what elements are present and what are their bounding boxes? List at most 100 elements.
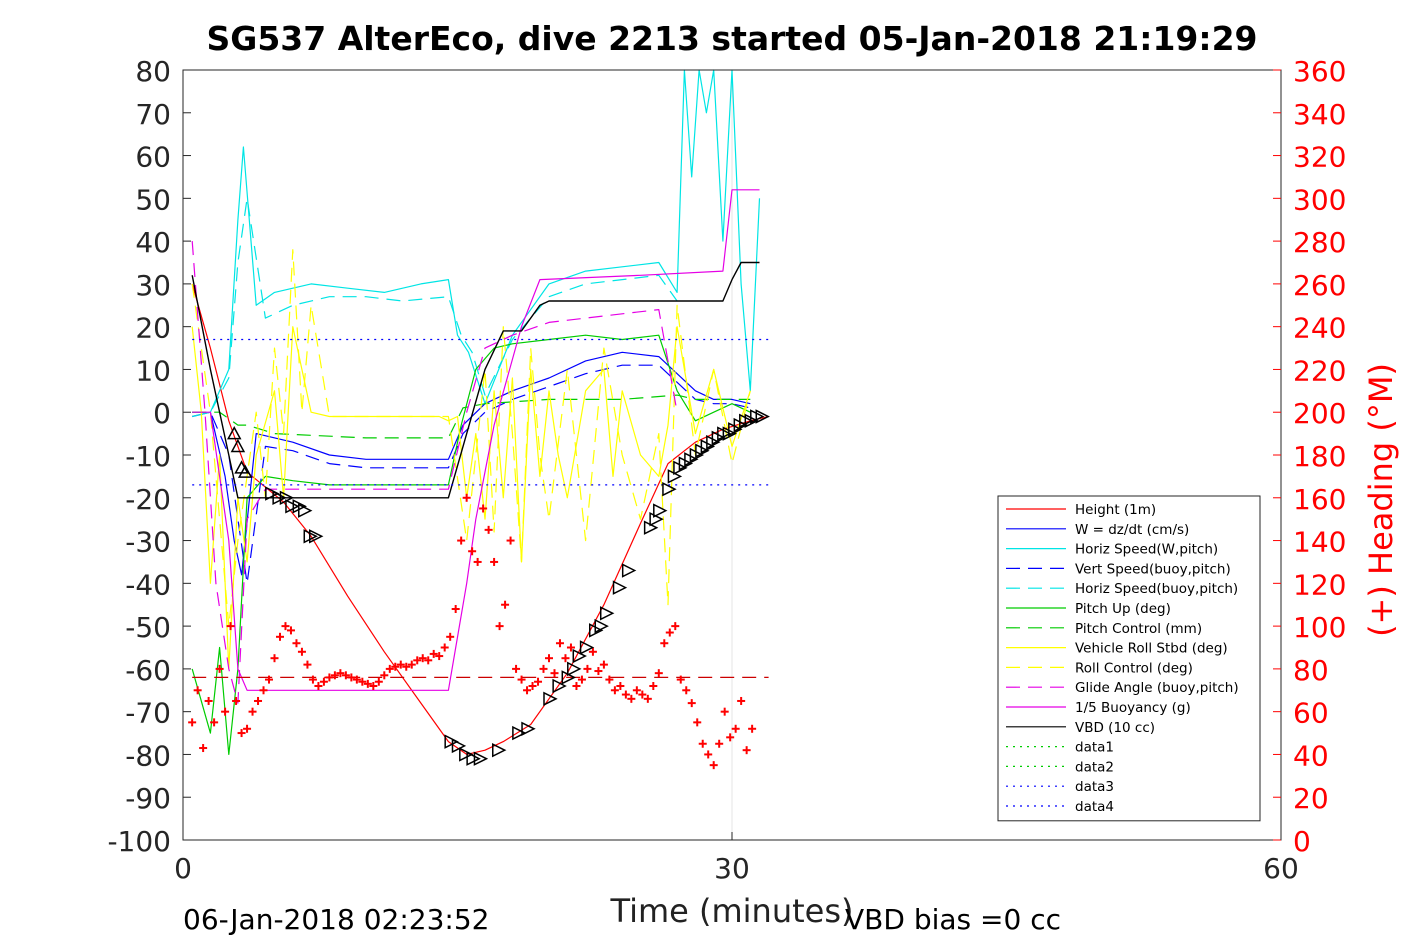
heading-point xyxy=(704,750,713,759)
heading-point xyxy=(210,718,219,727)
heading-point xyxy=(226,622,235,631)
legend-entry: data1 xyxy=(1075,740,1114,756)
triangle-right-marker xyxy=(579,640,595,655)
y-tick-label: 0 xyxy=(153,397,171,430)
heading-point xyxy=(737,696,746,705)
triangle-up-marker xyxy=(230,438,246,453)
heading-point xyxy=(638,690,647,699)
triangle-right-marker xyxy=(521,721,536,736)
heading-point xyxy=(506,536,515,545)
y-tick-label: 10 xyxy=(135,354,171,387)
heading-point xyxy=(605,675,614,684)
triangle-right-marker xyxy=(662,482,677,497)
y-tick-label: -60 xyxy=(125,654,171,687)
triangle-right-marker xyxy=(459,747,474,762)
x-tick-label: 30 xyxy=(714,852,750,885)
heading-point xyxy=(550,669,559,678)
triangle-right-marker xyxy=(653,503,668,518)
triangle-right-marker xyxy=(512,725,527,741)
heading-point xyxy=(726,733,735,742)
heading-point xyxy=(643,694,652,703)
triangle-right-marker xyxy=(567,661,582,677)
heading-point xyxy=(468,547,477,556)
triangle-right-marker xyxy=(272,490,287,505)
y2-tick-label: 200 xyxy=(1293,397,1346,430)
heading-point xyxy=(341,671,350,680)
y2-tick-label: 120 xyxy=(1293,568,1346,601)
triangle-right-marker xyxy=(466,751,481,766)
heading-point xyxy=(319,677,328,686)
heading-point xyxy=(599,660,608,669)
y-tick-label: -80 xyxy=(125,739,171,772)
x-tick-label: 0 xyxy=(174,852,192,885)
heading-point xyxy=(566,643,575,652)
y2-tick-label: 100 xyxy=(1293,611,1346,644)
heading-point xyxy=(545,654,553,663)
triangle-up-marker xyxy=(237,464,253,478)
heading-point xyxy=(627,694,636,703)
heading-point xyxy=(374,677,383,686)
y2-tick-label: 360 xyxy=(1293,55,1346,88)
heading-point xyxy=(347,673,356,682)
heading-point xyxy=(270,654,279,663)
series-roll xyxy=(191,326,751,670)
heading-point xyxy=(665,628,674,637)
heading-point xyxy=(254,696,263,705)
heading-layer xyxy=(188,493,757,770)
heading-point xyxy=(577,675,586,684)
legend-entry: W = dz/dt (cm/s) xyxy=(1075,522,1189,538)
y-tick-label: 80 xyxy=(135,55,171,88)
heading-point xyxy=(523,686,532,695)
heading-point xyxy=(215,664,224,673)
heading-point xyxy=(676,675,685,684)
heading-point xyxy=(490,557,499,566)
heading-point xyxy=(352,675,361,684)
x-tick-label: 60 xyxy=(1263,852,1299,885)
y2-tick-label: 340 xyxy=(1293,98,1346,131)
triangle-right-marker xyxy=(755,409,770,424)
heading-point xyxy=(561,654,570,663)
heading-point xyxy=(243,724,252,733)
y-tick-label: 40 xyxy=(135,226,171,259)
triangle-right-marker xyxy=(444,734,459,749)
heading-point xyxy=(221,707,230,716)
heading-point xyxy=(363,679,372,688)
heading-point xyxy=(698,739,707,748)
heading-point xyxy=(484,525,493,534)
y2-tick-label: 260 xyxy=(1293,269,1346,302)
triangle-right-marker xyxy=(451,738,467,754)
y-tick-label: -100 xyxy=(107,825,171,858)
heading-point xyxy=(396,660,405,669)
heading-point xyxy=(588,647,597,656)
heading-point xyxy=(682,686,691,695)
heading-point xyxy=(308,675,317,684)
heading-point xyxy=(709,761,718,770)
heading-point xyxy=(528,682,537,690)
footer-timestamp: 06-Jan-2018 02:23:52 xyxy=(183,903,489,936)
heading-point xyxy=(572,682,581,690)
triangle-up-marker xyxy=(226,426,242,440)
heading-point xyxy=(369,682,378,690)
heading-point xyxy=(275,632,284,641)
y2-tick-label: 140 xyxy=(1293,526,1346,559)
heading-point xyxy=(660,639,669,648)
axes: 80706050403020100-10-20-30-40-50-60-70-8… xyxy=(107,55,1346,885)
heading-point xyxy=(748,724,757,733)
footer-vbd-bias: VBD bias =0 cc xyxy=(845,903,1061,936)
legend-entry: Pitch Up (deg) xyxy=(1075,601,1171,617)
heading-point xyxy=(715,739,724,748)
heading-point xyxy=(654,669,663,678)
heading-point xyxy=(292,639,301,648)
heading-point xyxy=(303,660,312,669)
heading-point xyxy=(199,744,208,753)
heading-point xyxy=(391,662,400,671)
heading-point xyxy=(517,675,526,684)
heading-point xyxy=(248,707,257,716)
heading-point xyxy=(330,671,339,680)
y2-tick-label: 320 xyxy=(1293,141,1346,174)
heading-point xyxy=(693,718,702,727)
heading-point xyxy=(534,677,543,686)
y-tick-label: -40 xyxy=(125,568,171,601)
legend-entry: data4 xyxy=(1075,799,1114,815)
